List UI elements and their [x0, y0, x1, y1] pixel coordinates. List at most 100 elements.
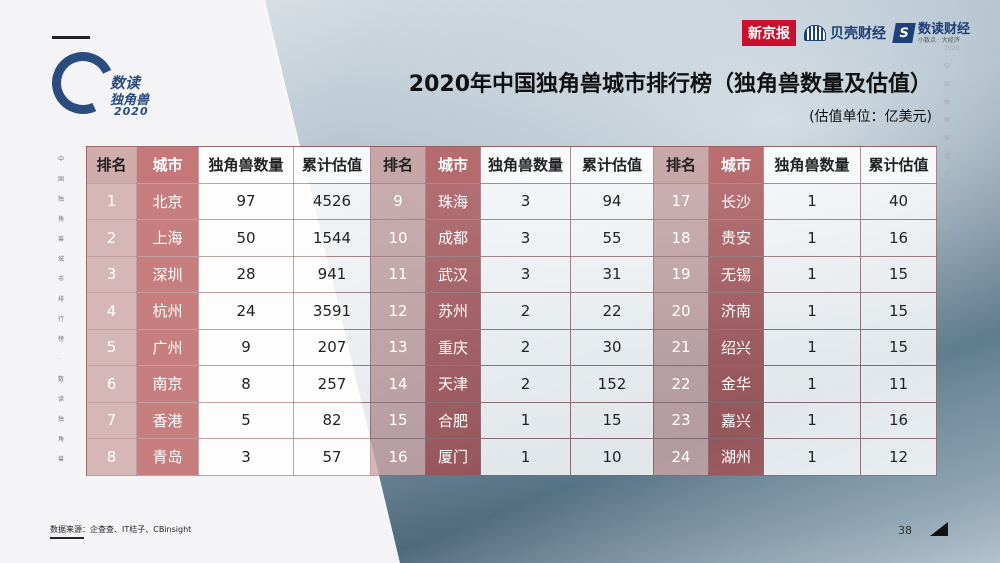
cell-valuation: 207 — [293, 329, 371, 366]
cell-count: 8 — [198, 365, 294, 403]
shell-icon — [803, 25, 826, 41]
page-number: 38 — [898, 524, 912, 537]
beike-logo: 贝壳财经 — [803, 23, 886, 43]
cell-rank: 22 — [653, 365, 709, 403]
cell-count: 1 — [763, 256, 861, 293]
cell-city: 香港 — [136, 402, 199, 439]
header-valuation: 累计估值 — [293, 146, 371, 184]
header-valuation: 累计估值 — [860, 146, 937, 184]
header-count: 独角兽数量 — [480, 146, 571, 184]
cell-city: 广州 — [136, 329, 199, 366]
cell-city: 深圳 — [136, 256, 199, 293]
unit-note: (估值单位：亿美元) — [809, 109, 932, 125]
table-row: 7 香港 5 82 15 合肥 1 15 23 嘉兴 1 16 — [86, 402, 937, 439]
cell-valuation: 16 — [860, 402, 937, 439]
cell-rank: 23 — [653, 402, 709, 439]
cell-valuation: 10 — [570, 438, 654, 476]
logo-line2: 独角兽 — [110, 93, 150, 108]
header-rank: 排名 — [86, 146, 137, 184]
cell-count: 3 — [480, 256, 571, 293]
cell-city: 武汉 — [425, 256, 481, 293]
side-vertical-text-left: 中国独角兽城市排行榜 · 数读独角兽 — [58, 156, 65, 463]
cell-rank: 6 — [86, 365, 137, 403]
cell-city: 青岛 — [136, 438, 199, 476]
cell-city: 金华 — [708, 365, 764, 403]
cell-valuation: 22 — [570, 292, 654, 330]
top-accent-bar — [52, 36, 90, 39]
cell-valuation: 31 — [570, 256, 654, 293]
cell-rank: 16 — [370, 438, 426, 476]
source-underline — [50, 537, 84, 539]
header-city: 城市 — [425, 146, 481, 184]
cell-rank: 2 — [86, 219, 137, 257]
cell-valuation: 15 — [860, 256, 937, 293]
cell-city: 绍兴 — [708, 329, 764, 366]
cell-count: 2 — [480, 365, 571, 403]
table-row: 6 南京 8 257 14 天津 2 152 22 金华 1 11 — [86, 365, 937, 403]
cell-rank: 19 — [653, 256, 709, 293]
cell-valuation: 40 — [860, 183, 937, 220]
table-row: 8 青岛 3 57 16 厦门 1 10 24 湖州 1 12 — [86, 438, 937, 476]
cell-city: 重庆 — [425, 329, 481, 366]
corner-triangle-icon — [930, 522, 948, 536]
cell-count: 1 — [480, 438, 571, 476]
cell-count: 1 — [480, 402, 571, 439]
cell-valuation: 152 — [570, 365, 654, 403]
cell-valuation: 55 — [570, 219, 654, 257]
cell-count: 1 — [763, 219, 861, 257]
brand-logos: 新京报 贝壳财经 S 数读财经 小数点 · 大经济 — [741, 18, 970, 48]
cell-count: 1 — [763, 402, 861, 439]
cell-valuation: 1544 — [293, 219, 371, 257]
cell-valuation: 11 — [860, 365, 937, 403]
cell-rank: 15 — [370, 402, 426, 439]
cell-count: 1 — [763, 438, 861, 476]
cell-rank: 18 — [653, 219, 709, 257]
cell-valuation: 941 — [293, 256, 371, 293]
cell-rank: 1 — [86, 183, 137, 220]
beike-label: 贝壳财经 — [829, 26, 886, 42]
cell-city: 长沙 — [708, 183, 764, 220]
header-city: 城市 — [708, 146, 764, 184]
shudu-mark-icon: S — [892, 23, 916, 43]
cell-rank: 3 — [86, 256, 137, 293]
cell-rank: 12 — [370, 292, 426, 330]
cell-city: 嘉兴 — [708, 402, 764, 439]
cell-city: 合肥 — [425, 402, 481, 439]
ranking-table: 排名 城市 独角兽数量 累计估值 排名 城市 独角兽数量 累计估值 排名 城市 … — [86, 146, 937, 476]
cell-rank: 17 — [653, 183, 709, 220]
header-valuation: 累计估值 — [570, 146, 654, 184]
xinjingbao-logo: 新京报 — [741, 20, 796, 46]
cell-count: 5 — [198, 402, 294, 439]
cell-valuation: 15 — [860, 292, 937, 330]
table-row: 1 北京 97 4526 9 珠海 3 94 17 长沙 1 40 — [86, 183, 937, 220]
cell-valuation: 257 — [293, 365, 371, 403]
cell-count: 3 — [480, 219, 571, 257]
cell-city: 无锡 — [708, 256, 764, 293]
cell-rank: 20 — [653, 292, 709, 330]
header-count: 独角兽数量 — [763, 146, 861, 184]
cell-city: 天津 — [425, 365, 481, 403]
cell-count: 1 — [763, 183, 861, 220]
header-rank: 排名 — [370, 146, 426, 184]
table-row: 2 上海 50 1544 10 成都 3 55 18 贵安 1 16 — [86, 219, 937, 257]
cell-count: 3 — [480, 183, 571, 220]
cell-count: 9 — [198, 329, 294, 366]
cell-city: 厦门 — [425, 438, 481, 476]
header-count: 独角兽数量 — [198, 146, 294, 184]
cell-valuation: 15 — [570, 402, 654, 439]
side-vertical-text-right: 2020中国独角兽城市排行榜 — [944, 45, 960, 232]
cell-rank: 8 — [86, 438, 137, 476]
cell-valuation: 12 — [860, 438, 937, 476]
table-row: 5 广州 9 207 13 重庆 2 30 21 绍兴 1 15 — [86, 329, 937, 366]
cell-count: 1 — [763, 329, 861, 366]
header-rank: 排名 — [653, 146, 709, 184]
shudu-logo: S 数读财经 小数点 · 大经济 — [892, 23, 970, 44]
cell-count: 50 — [198, 219, 294, 257]
cell-city: 湖州 — [708, 438, 764, 476]
shudu-unicorn-logo: 数读 独角兽 2020 — [43, 43, 170, 123]
cell-valuation: 16 — [860, 219, 937, 257]
cell-city: 南京 — [136, 365, 199, 403]
cell-rank: 14 — [370, 365, 426, 403]
cell-valuation: 57 — [293, 438, 371, 476]
table-row: 3 深圳 28 941 11 武汉 3 31 19 无锡 1 15 — [86, 256, 937, 293]
